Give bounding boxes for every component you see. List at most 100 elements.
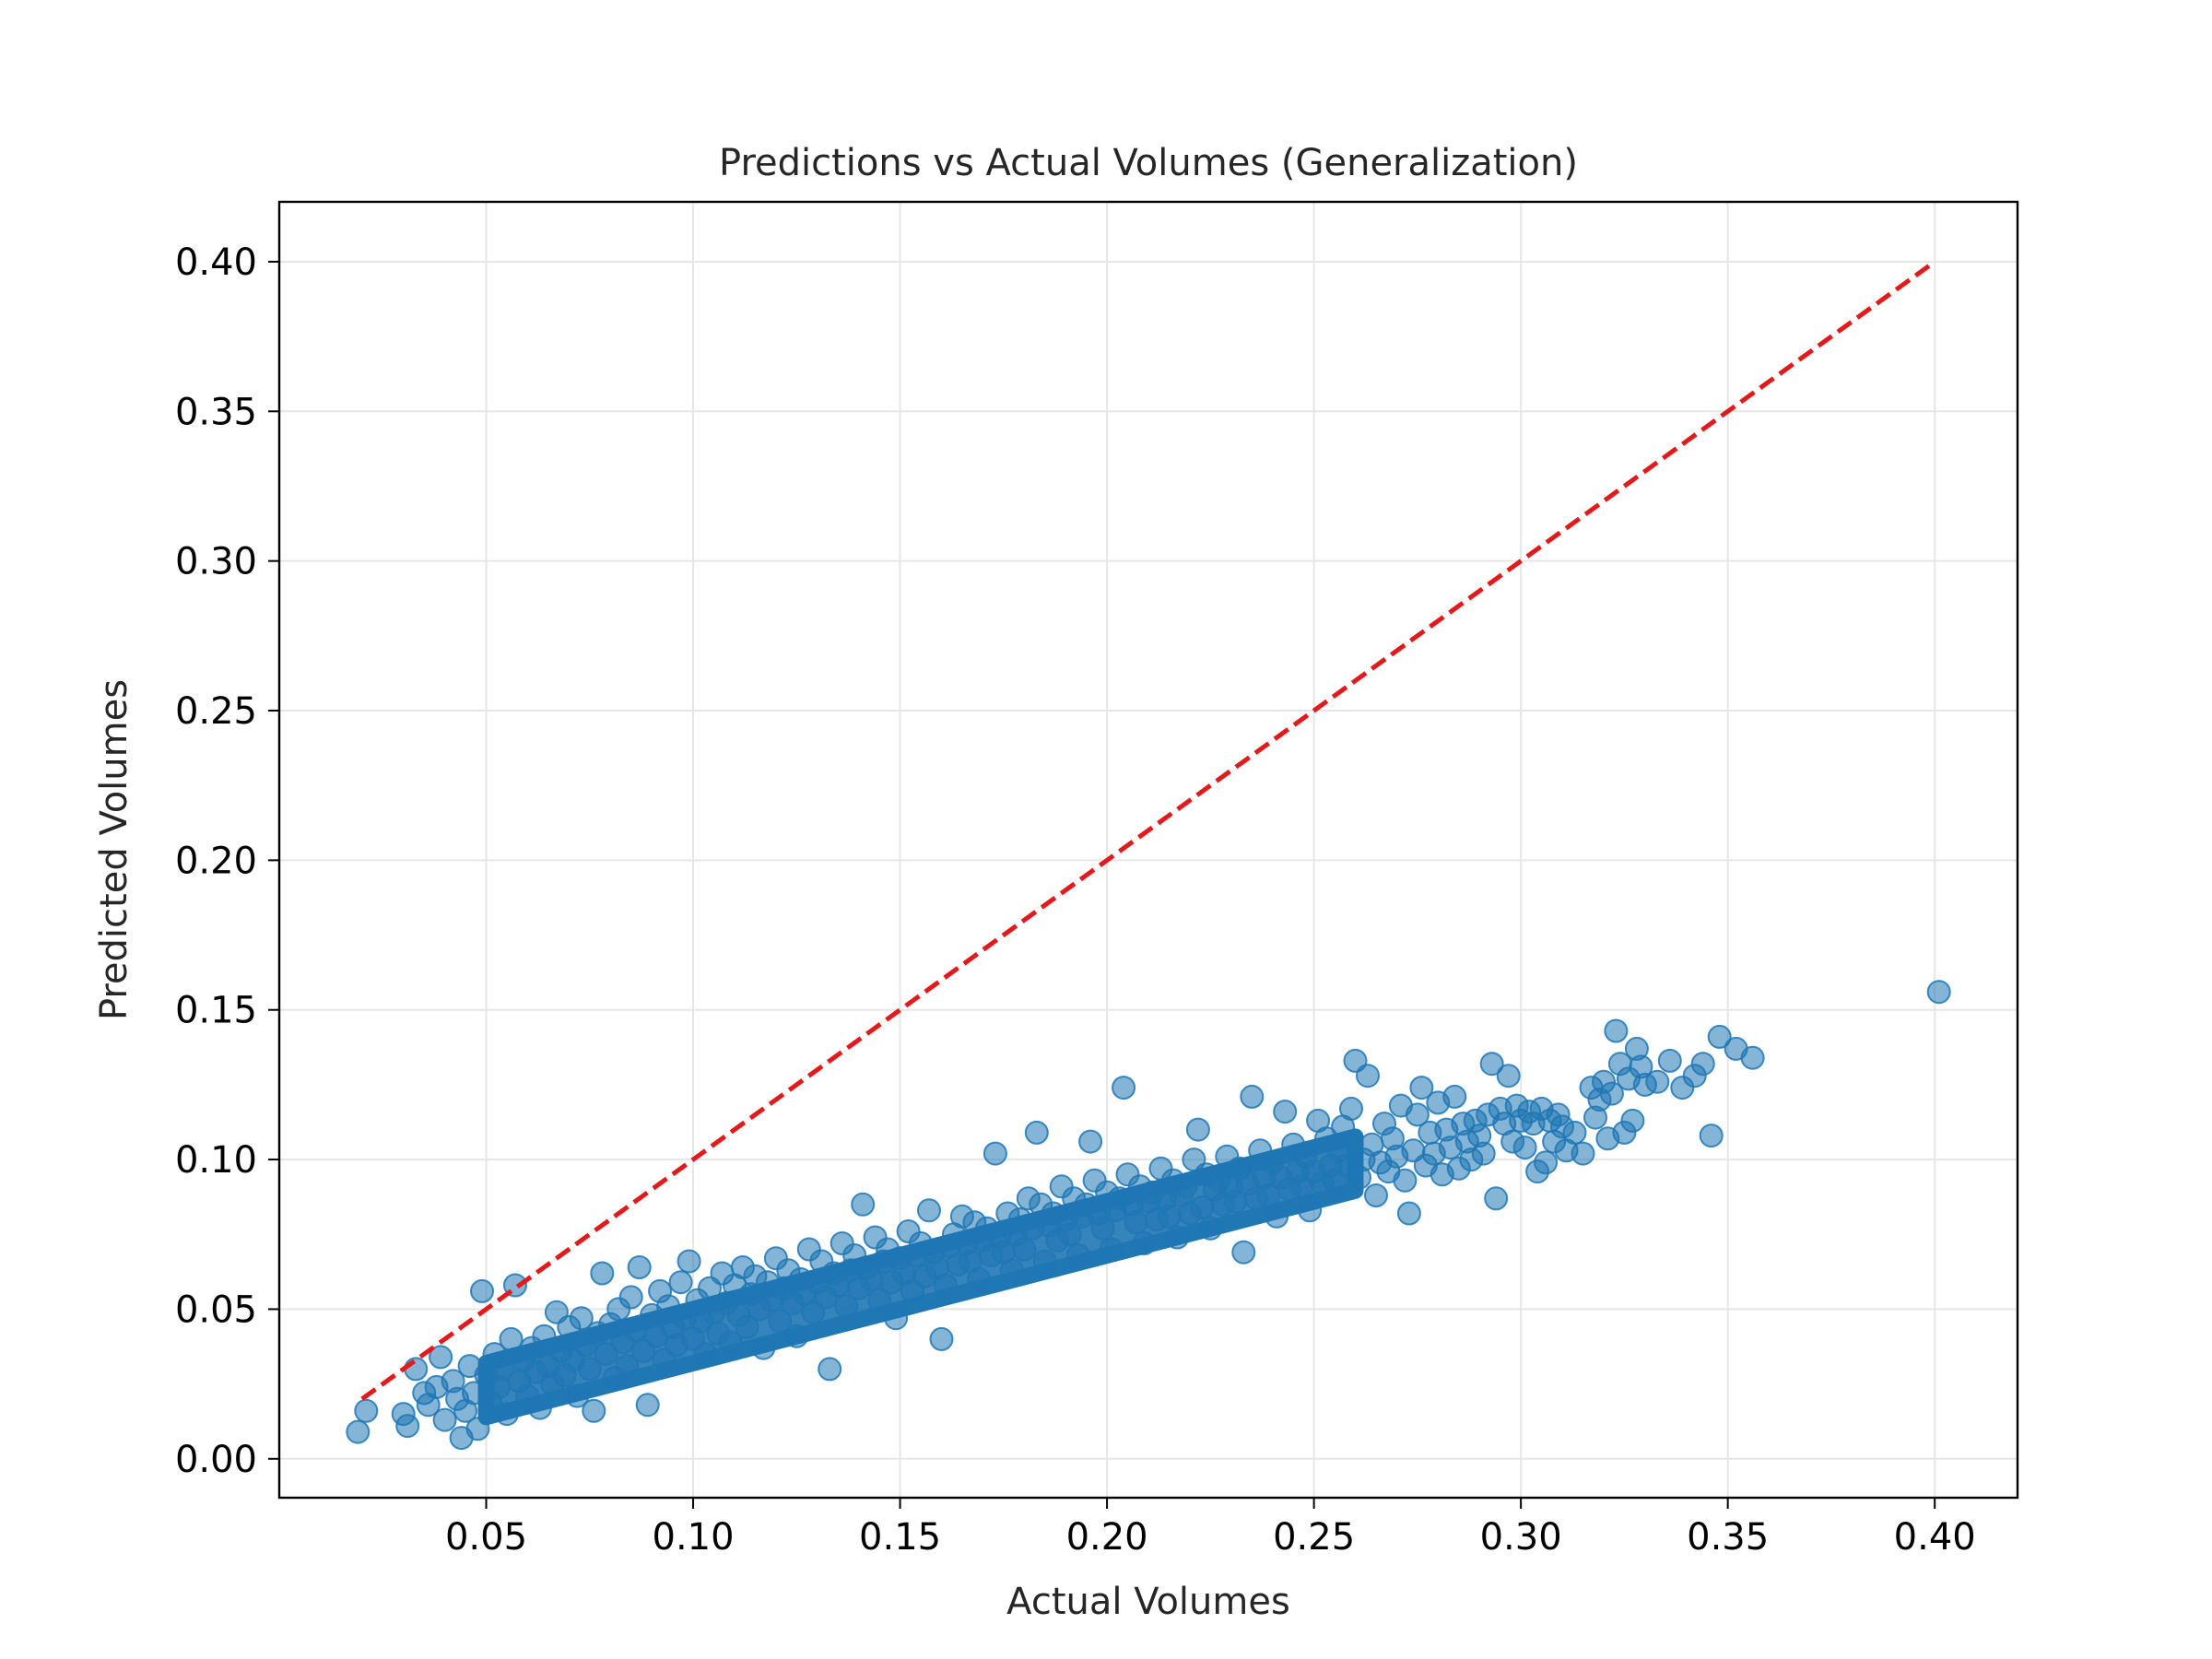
y-tick-label: 0.25 [175,690,257,733]
data-point [1512,1135,1537,1160]
data-point [618,1285,643,1310]
y-tick-label: 0.00 [175,1439,257,1481]
data-point [1165,1225,1190,1250]
data-point [1273,1100,1298,1124]
data-point [1032,1249,1057,1274]
data-point [1356,1064,1380,1088]
data-point [884,1306,909,1331]
reference-line [360,259,1936,1401]
data-point [1099,1237,1124,1262]
x-tick-label: 0.15 [859,1516,941,1559]
data-point [590,1261,615,1286]
x-tick-label: 0.40 [1894,1516,1976,1559]
data-point [395,1414,420,1439]
data-point [1604,1018,1629,1043]
y-tick-label: 0.30 [175,541,257,583]
data-point [735,1314,759,1339]
data-point [582,1398,606,1423]
plot-frame [277,200,2019,1500]
data-point [1065,1243,1090,1267]
data-point [751,1335,776,1360]
data-point [768,1309,793,1334]
data-point [1298,1198,1323,1223]
data-point [1024,1120,1049,1145]
data-point [867,1288,892,1312]
data-point [1484,1186,1509,1211]
data-point [577,1357,602,1382]
y-tick-label: 0.15 [175,990,257,1032]
data-point [1396,1201,1421,1226]
x-axis-label: Actual Volumes [1006,1581,1290,1623]
data-point [784,1324,809,1348]
data-point [917,1198,941,1223]
data-point [1740,1045,1765,1070]
data-point [966,1267,991,1291]
x-tick-label: 0.10 [653,1516,735,1559]
data-point [594,1342,618,1367]
data-point [1393,1168,1418,1193]
data-point [1562,1120,1587,1145]
data-point [499,1326,524,1351]
x-tick-label: 0.30 [1480,1516,1562,1559]
x-tick-label: 0.25 [1273,1516,1355,1559]
data-point [999,1258,1024,1283]
x-tick-label: 0.20 [1066,1516,1148,1559]
data-point [465,1417,490,1441]
y-tick-label: 0.35 [175,391,257,433]
data-point [429,1345,453,1370]
data-point [1240,1084,1265,1109]
data-point [1534,1150,1559,1175]
data-point [635,1393,660,1418]
data-point [1198,1216,1223,1241]
x-tick-label: 0.35 [1687,1516,1769,1559]
data-point [495,1402,519,1427]
data-point [1707,1024,1732,1049]
data-point [432,1407,457,1432]
data-point [1442,1084,1467,1109]
data-point [569,1306,594,1331]
data-point [929,1326,954,1351]
grid-lines [279,202,2018,1498]
y-tick-label: 0.10 [175,1139,257,1182]
y-tick-label: 0.20 [175,840,257,882]
data-point [1571,1141,1595,1166]
data-point [1599,1081,1624,1106]
data-point [627,1255,652,1279]
data-point [527,1395,552,1420]
data-point [693,1342,718,1367]
data-point [565,1383,590,1408]
data-point [404,1357,429,1382]
data-point [1657,1048,1682,1073]
data-point [354,1398,379,1423]
data-point [1405,1102,1430,1127]
chart-title: Predictions vs Actual Volumes (Generaliz… [719,142,1578,184]
data-point [532,1324,557,1348]
x-axis-ticks: 0.05 0.10 0.15 0.20 0.25 0.30 0.35 0.40 [445,1498,1976,1559]
data-point [1409,1076,1434,1100]
data-point [1926,980,1951,1005]
y-tick-label: 0.40 [175,241,257,284]
data-point [677,1249,701,1274]
data-point [1057,1222,1082,1247]
data-point [934,1273,958,1298]
data-point [1339,1096,1363,1121]
data-point [1645,1069,1670,1094]
data-point [1231,1240,1256,1265]
data-point [1620,1108,1645,1133]
x-tick-label: 0.05 [445,1516,527,1559]
data-point [346,1419,371,1444]
y-axis-label: Predicted Volumes [93,679,135,1020]
scatter-points [346,980,1951,1451]
data-point [1690,1052,1715,1077]
data-point [1265,1204,1289,1229]
data-point [1173,1174,1198,1199]
data-point [490,1357,515,1382]
data-point [982,1141,1007,1166]
data-point [1157,1204,1182,1229]
data-point [718,1330,743,1355]
data-point [1364,1183,1388,1207]
data-point [470,1278,494,1303]
data-point [1012,1237,1037,1262]
